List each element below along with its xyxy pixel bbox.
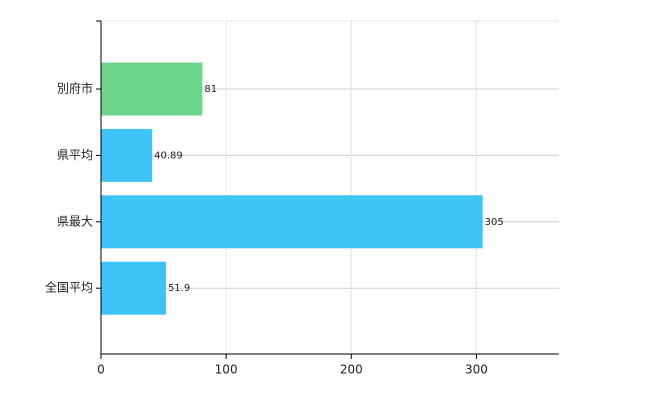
bar: [101, 261, 166, 315]
value-label: 81: [204, 84, 217, 95]
value-label: 305: [485, 217, 504, 228]
y-tick-label: 県平均: [57, 148, 93, 162]
value-label: 40.89: [154, 150, 183, 161]
x-tick-label: 0: [97, 363, 105, 377]
x-tick-label: 200: [340, 363, 363, 377]
bar: [101, 195, 483, 249]
bar: [101, 62, 203, 116]
y-tick-label: 県最大: [57, 214, 93, 228]
value-label: 51.9: [168, 283, 190, 294]
y-tick-label: 別府市: [57, 81, 93, 96]
y-tick-label: 全国平均: [45, 280, 93, 295]
bar: [101, 128, 153, 182]
x-tick-label: 100: [215, 363, 238, 377]
x-tick-label: 300: [465, 363, 488, 377]
